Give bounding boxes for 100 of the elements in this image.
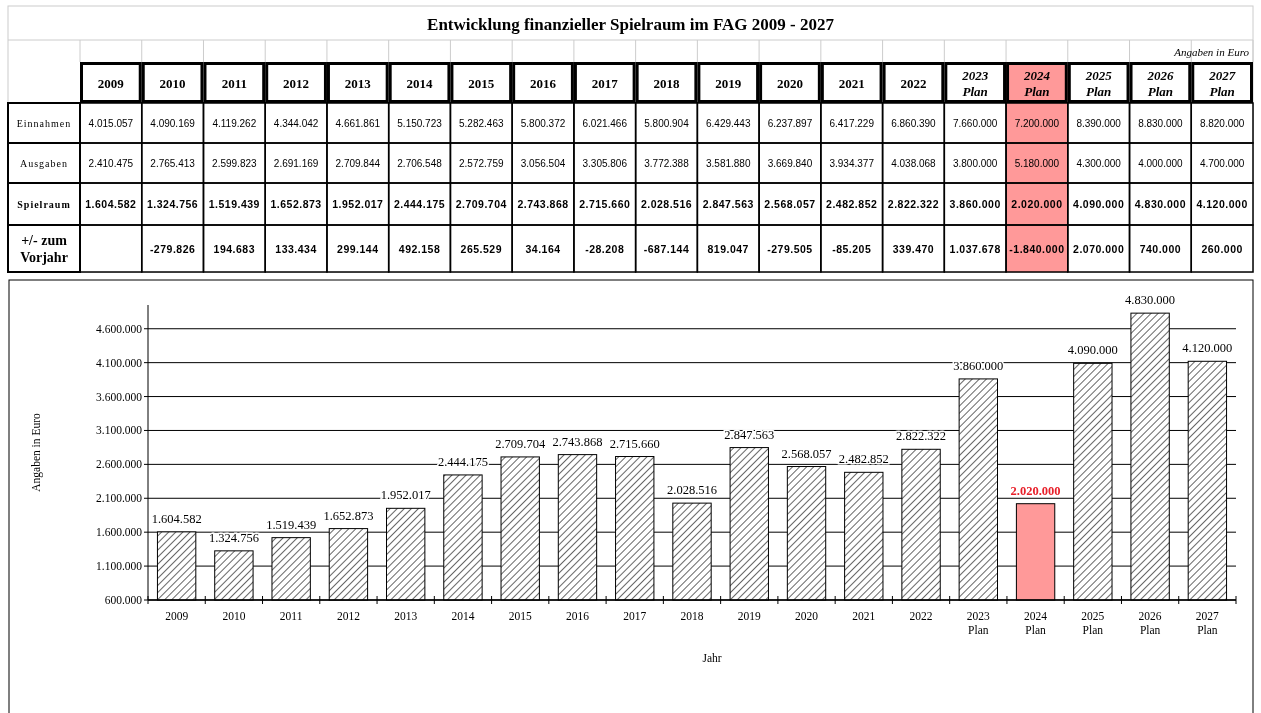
data-label: 3.056.504: [520, 158, 566, 169]
data-label: -279.505: [767, 242, 813, 255]
x-tick-label: 2025 Plan: [1081, 610, 1105, 636]
data-label: 2.706.548: [397, 158, 443, 169]
data-label: 2.709.704: [495, 436, 546, 451]
chart-title: Entwicklung finanzieller Spielraum im FAG 2009 - 2027: [427, 15, 835, 34]
data-label: 2.691.169: [273, 158, 319, 169]
data-label: 2.709.704: [455, 198, 507, 210]
data-label: 4.090.000: [1073, 198, 1125, 210]
x-tick-label: 2026 Plan: [1146, 67, 1174, 99]
y-tick-label: 2.100.000: [96, 492, 143, 505]
data-label: 2.847.563: [702, 198, 754, 210]
data-label: 4.120.000: [1182, 341, 1233, 356]
y-tick-label: 600.000: [104, 594, 143, 606]
data-label: 492.158: [398, 242, 441, 255]
x-tick-label: 2020: [776, 75, 803, 91]
data-label: 4.661.861: [335, 118, 381, 129]
data-label: 299.144: [337, 242, 379, 255]
x-tick-label: 2026 Plan: [1138, 610, 1162, 636]
y-tick-label: 1.600.000: [96, 526, 143, 539]
x-tick-label: 2009: [97, 75, 125, 91]
y-tick-label: 4.600.000: [96, 322, 143, 335]
x-tick-label: 2024 Plan: [1022, 67, 1051, 99]
data-label: 4.344.042: [273, 118, 319, 129]
x-tick-label: 2014: [451, 610, 475, 622]
data-label: 4.119.262: [212, 118, 257, 129]
data-label: 34.164: [525, 242, 561, 255]
x-tick-label: 2023 Plan: [966, 610, 991, 636]
x-axis-title: Jahr: [702, 652, 722, 664]
y-tick-label: 4.100.000: [96, 356, 143, 369]
y-tick-label: Einnahmen: [16, 118, 72, 129]
x-tick-label: 2010: [159, 75, 186, 91]
data-label: 194.683: [213, 242, 256, 255]
data-label: 4.700.000: [1199, 158, 1245, 169]
data-label: 2.715.660: [579, 198, 631, 210]
data-label: 5.800.904: [644, 118, 690, 129]
data-label: 1.604.582: [85, 198, 137, 210]
text: Angaben in Euro: [1173, 46, 1250, 58]
data-label: 3.305.806: [582, 158, 628, 169]
data-label: 3.772.388: [644, 158, 690, 169]
data-label: 2.822.322: [887, 198, 940, 210]
data-label: 3.800.000: [952, 158, 998, 169]
data-label: 2.028.516: [640, 198, 693, 210]
data-label: 1.324.756: [147, 198, 199, 210]
x-tick-label: 2009: [165, 610, 189, 622]
x-tick-label: 2011: [221, 75, 247, 91]
data-label: 6.429.443: [705, 118, 751, 129]
x-tick-label: 2013: [344, 75, 372, 91]
data-label: 1.037.678: [949, 242, 1001, 255]
x-tick-label: 2027 Plan: [1208, 67, 1236, 99]
data-label: 2.709.844: [335, 158, 381, 169]
data-label: 2.572.759: [459, 158, 504, 169]
x-tick-label: 2017: [623, 610, 647, 622]
x-tick-label: 2014: [406, 75, 434, 91]
data-label: 740.000: [1139, 242, 1182, 255]
data-label: 6.860.390: [891, 118, 937, 129]
data-label: 2.482.852: [826, 198, 878, 210]
data-label: 4.090.000: [1067, 343, 1118, 358]
y-tick-label: 3.600.000: [96, 390, 143, 403]
x-tick-label: 2012: [283, 75, 310, 91]
data-label: 819.047: [707, 242, 749, 255]
x-tick-label: 2019: [737, 610, 762, 622]
data-label: -1.840.000: [1009, 242, 1065, 255]
data-label: 2.070.000: [1073, 242, 1125, 255]
data-label: 3.934.377: [829, 158, 875, 169]
data-label: 5.282.463: [459, 118, 504, 129]
y-tick-label: +/- zum Vorjahr: [20, 232, 68, 265]
data-label: 2.715.660: [609, 436, 660, 451]
y-tick-label: 3.100.000: [96, 424, 143, 437]
data-label: 1.519.439: [266, 517, 317, 532]
data-label: 265.529: [460, 242, 503, 255]
data-label: 6.021.466: [582, 118, 628, 129]
data-label: 2.847.563: [724, 427, 775, 442]
x-tick-label: 2019: [715, 75, 742, 91]
data-label: 2.020.000: [1010, 483, 1061, 498]
x-tick-label: 2017: [591, 75, 619, 91]
data-label: 3.669.840: [767, 158, 813, 169]
x-tick-label: 2016: [530, 75, 557, 91]
x-tick-label: 2010: [222, 610, 246, 622]
x-tick-label: 2011: [279, 610, 303, 622]
data-label: 5.800.372: [520, 118, 566, 129]
data-label: 1.324.756: [208, 530, 259, 545]
data-label: 2.410.475: [88, 158, 134, 169]
data-label: 1.952.017: [332, 198, 384, 210]
data-label: 2.568.057: [764, 198, 816, 210]
data-label: 4.830.000: [1134, 198, 1186, 210]
data-label: 260.000: [1201, 242, 1243, 255]
y-axis-title: Angaben in Euro: [30, 412, 43, 492]
data-label: 2.028.516: [667, 483, 717, 498]
x-tick-label: 2027 Plan: [1195, 610, 1220, 636]
data-label: 2.822.322: [896, 429, 947, 444]
data-label: 1.652.873: [323, 508, 374, 523]
x-tick-label: 2022: [909, 610, 933, 622]
x-tick-label: 2021: [838, 75, 865, 91]
data-label: 2.765.413: [150, 158, 196, 169]
x-tick-label: 2025 Plan: [1084, 67, 1113, 99]
data-label: 339.470: [892, 242, 935, 255]
x-tick-label: 2016: [565, 610, 590, 622]
data-label: -28.208: [585, 242, 625, 255]
x-tick-label: 2023 Plan: [961, 67, 989, 99]
